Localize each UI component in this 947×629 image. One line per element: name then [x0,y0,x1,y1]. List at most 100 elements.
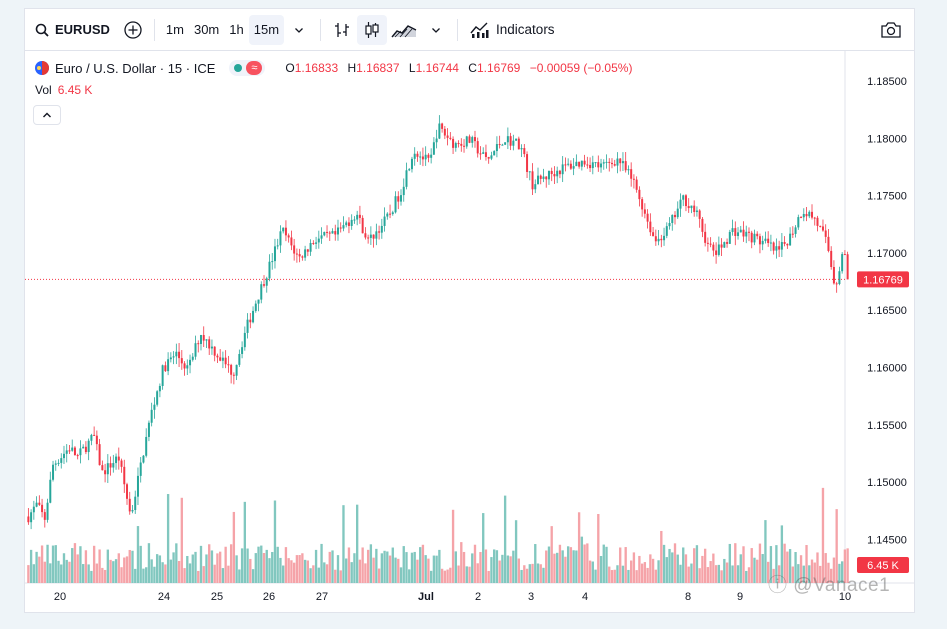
volume-bar [824,553,827,583]
volume-bar [205,554,208,583]
volume-bar [331,550,334,583]
candle [416,151,419,162]
candle [389,204,392,219]
candle [106,454,109,483]
candle [202,326,205,348]
indicators-button[interactable]: Indicators [464,15,561,45]
volume-bar [608,566,611,583]
candle [753,229,756,246]
candle [161,364,164,390]
volume-bar [662,544,666,583]
volume-bar [276,546,279,583]
volume-bar [68,561,71,583]
time-tick-label: 24 [158,591,170,603]
price-chart[interactable]: 1.18500 1.18000 1.17500 1.17000 1.16500 1.160… [25,51,915,613]
volume-bar [155,554,159,583]
volume-bar [306,560,310,583]
candle [372,234,375,248]
candle [178,342,181,368]
symbol-label: EURUSD [55,22,110,37]
volume-bar [564,556,567,583]
last-volume-value: 6.45 K [867,560,899,572]
candle [139,457,142,483]
candle [120,458,123,473]
chevron-down-icon [432,27,440,33]
volume-bar [509,556,512,583]
ohlc-values: O1.16833 H1.16837 L1.16744 C1.16769 −0.0… [285,61,632,75]
candle [627,165,630,175]
volume-bar [216,553,219,583]
market-open-dot-icon [234,64,243,72]
compare-symbol-button[interactable] [118,15,148,45]
volume-bar [621,565,625,583]
volume-bar [731,565,734,583]
collapse-legend-button[interactable] [33,105,61,125]
candle [254,300,257,313]
candle [156,390,159,407]
volume-bar [29,549,33,583]
candle [786,243,789,249]
candle [767,231,770,247]
snapshot-button[interactable] [876,15,906,45]
market-status-badge[interactable]: ≈ [229,60,266,76]
candle [315,236,318,250]
interval-dropdown-button[interactable] [284,15,314,45]
series-title[interactable]: Euro / U.S. Dollar · 15 · ICE [55,60,216,76]
symbol-search-button[interactable]: EURUSD [25,15,118,45]
volume-bar [312,565,315,583]
candle [62,445,65,464]
volume-bar [227,565,230,583]
price-scale[interactable]: 1.18500 1.18000 1.17500 1.17000 1.16500 1.160… [867,76,907,546]
volume-bar [199,545,203,583]
volume-bar [679,564,682,583]
volume-bar [482,513,485,583]
candle [657,229,660,246]
volume-bar [410,552,414,583]
volume-bar [660,530,663,583]
candles-chart-type-button[interactable] [357,14,388,45]
volume-bar [284,547,288,583]
volume-bar [465,566,468,583]
candle [435,129,438,149]
volume-bar [413,551,416,583]
volume-bar [443,570,447,583]
volume-bar [783,543,786,583]
interval-1m-button[interactable]: 1m [165,22,184,37]
area-chart-type-button[interactable] [387,15,421,45]
volume-bar [71,548,74,583]
candle [405,162,408,190]
candle [136,467,139,506]
candle [265,276,268,293]
candle [109,456,112,476]
volume-bar [268,558,271,583]
volume-bar [408,569,411,583]
interval-30m-button[interactable]: 30m [193,22,220,37]
candle [635,176,638,193]
chart-type-dropdown-button[interactable] [421,15,451,45]
volume-bar [282,565,285,583]
close-label: C [468,61,477,75]
candle [65,444,68,463]
candle [424,146,427,166]
volume-bar [65,559,68,583]
last-volume-box [857,557,909,573]
bar-chart-type-button[interactable] [327,15,357,45]
price-tick-label: 1.15000 [867,477,907,489]
candle [101,460,104,471]
candle [276,238,279,250]
candle [498,135,501,149]
candle [145,428,148,458]
volume-bar [832,557,836,583]
interval-15m-button[interactable]: 15m [248,14,285,45]
candle [843,250,846,256]
volume-bar [257,546,260,583]
interval-1h-button[interactable]: 1h [229,22,244,37]
time-scale[interactable]: 20 24 25 26 27 Jul 2 3 4 8 9 10 [54,591,851,603]
volume-bar [438,549,441,583]
volume-bar [435,555,438,583]
candle [487,156,490,164]
volume-bar [446,569,449,583]
candle [208,336,211,356]
candle [671,214,674,231]
volume-bar [103,569,107,583]
